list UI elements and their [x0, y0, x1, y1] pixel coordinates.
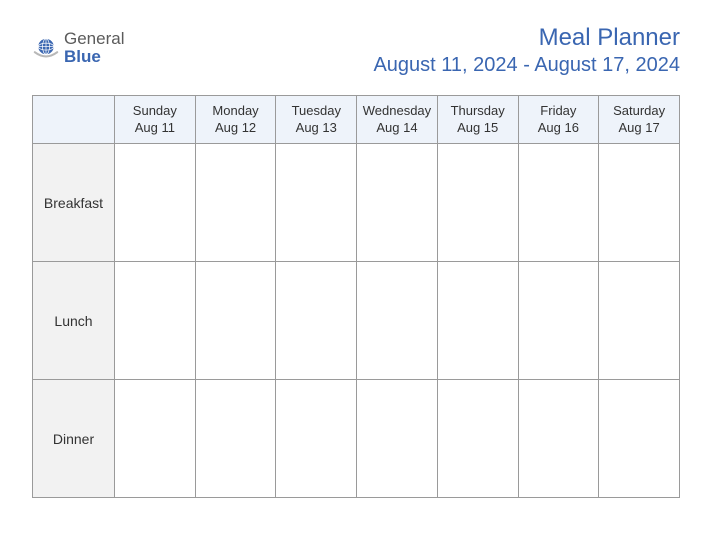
row-breakfast: Breakfast: [33, 144, 680, 262]
cell-lunch-sat[interactable]: [599, 262, 680, 380]
cell-breakfast-wed[interactable]: [357, 144, 438, 262]
cell-lunch-sun[interactable]: [115, 262, 196, 380]
corner-cell: [33, 96, 115, 144]
day-header-wed: Wednesday Aug 14: [357, 96, 438, 144]
day-header-tue: Tuesday Aug 13: [276, 96, 357, 144]
title-block: Meal Planner August 11, 2024 - August 17…: [373, 24, 680, 77]
meal-header-lunch: Lunch: [33, 262, 115, 380]
cell-breakfast-sun[interactable]: [115, 144, 196, 262]
day-header-sat: Saturday Aug 17: [599, 96, 680, 144]
meal-header-dinner: Dinner: [33, 380, 115, 498]
logo-text: General Blue: [64, 30, 124, 66]
cell-breakfast-tue[interactable]: [276, 144, 357, 262]
cell-breakfast-sat[interactable]: [599, 144, 680, 262]
meal-planner-table: Sunday Aug 11 Monday Aug 12 Tuesday Aug …: [32, 95, 680, 498]
header-row: Sunday Aug 11 Monday Aug 12 Tuesday Aug …: [33, 96, 680, 144]
cell-lunch-mon[interactable]: [195, 262, 276, 380]
row-lunch: Lunch: [33, 262, 680, 380]
meal-header-breakfast: Breakfast: [33, 144, 115, 262]
day-header-thu: Thursday Aug 15: [437, 96, 518, 144]
logo: General Blue: [32, 24, 124, 66]
date-range: August 11, 2024 - August 17, 2024: [373, 54, 680, 77]
cell-dinner-tue[interactable]: [276, 380, 357, 498]
cell-lunch-fri[interactable]: [518, 262, 599, 380]
cell-dinner-thu[interactable]: [437, 380, 518, 498]
cell-dinner-wed[interactable]: [357, 380, 438, 498]
cell-lunch-tue[interactable]: [276, 262, 357, 380]
header: General Blue Meal Planner August 11, 202…: [32, 24, 680, 77]
cell-dinner-mon[interactable]: [195, 380, 276, 498]
row-dinner: Dinner: [33, 380, 680, 498]
cell-dinner-fri[interactable]: [518, 380, 599, 498]
logo-word-2: Blue: [64, 47, 101, 66]
cell-lunch-wed[interactable]: [357, 262, 438, 380]
cell-dinner-sat[interactable]: [599, 380, 680, 498]
cell-breakfast-mon[interactable]: [195, 144, 276, 262]
cell-dinner-sun[interactable]: [115, 380, 196, 498]
logo-word-1: General: [64, 29, 124, 48]
cell-breakfast-thu[interactable]: [437, 144, 518, 262]
meal-planner-page: General Blue Meal Planner August 11, 202…: [0, 0, 712, 518]
cell-lunch-thu[interactable]: [437, 262, 518, 380]
cell-breakfast-fri[interactable]: [518, 144, 599, 262]
page-title: Meal Planner: [373, 24, 680, 52]
globe-icon: [32, 34, 60, 62]
day-header-fri: Friday Aug 16: [518, 96, 599, 144]
day-header-sun: Sunday Aug 11: [115, 96, 196, 144]
day-header-mon: Monday Aug 12: [195, 96, 276, 144]
